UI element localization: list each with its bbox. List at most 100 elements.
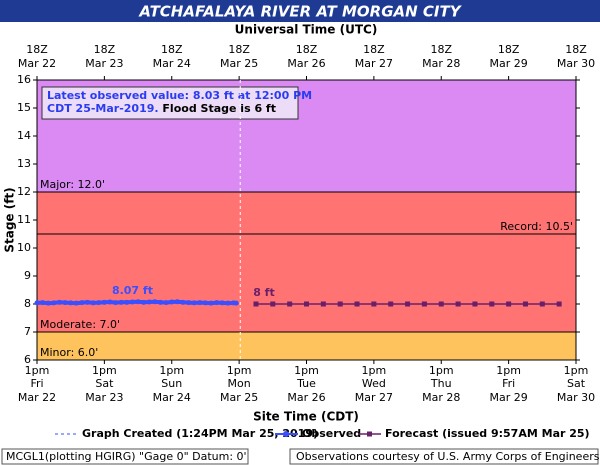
observed-point: [208, 300, 214, 306]
observed-point: [85, 299, 91, 305]
x-tick-day: Fri: [30, 377, 43, 390]
observed-point: [225, 300, 231, 306]
x-tick-label: 1pm: [429, 364, 454, 377]
forecast-point: [472, 301, 478, 307]
flood-band: [37, 192, 576, 332]
observed-point: [101, 299, 107, 305]
y-tick-label: 10: [17, 241, 31, 254]
y-tick-label: 6: [24, 353, 31, 366]
observed-point: [202, 300, 208, 306]
forecast-point: [506, 301, 512, 307]
x-tick-day: Mon: [228, 377, 251, 390]
observed-point: [51, 300, 57, 306]
top-x-tick-label: 18Z: [565, 43, 587, 56]
forecast-point: [337, 301, 343, 307]
forecast-point: [304, 301, 309, 307]
observed-point: [90, 300, 96, 306]
info-line: Latest observed value: 8.03 ft at 12:00 …: [47, 89, 312, 102]
value-label: 8.07 ft: [112, 284, 153, 297]
forecast-point: [405, 301, 411, 307]
observed-point: [214, 300, 220, 306]
x-tick-label: 1pm: [227, 364, 252, 377]
observed-point: [186, 300, 192, 306]
value-label: 8 ft: [253, 286, 275, 299]
forecast-point: [489, 301, 495, 307]
forecast-point: [539, 301, 545, 307]
x-tick-label: 1pm: [564, 364, 589, 377]
footer-right: Observations courtesy of U.S. Army Corps…: [296, 450, 600, 463]
legend-observed-symbol: [283, 431, 289, 437]
x-tick-date: Mar 26: [287, 391, 325, 404]
observed-point: [96, 300, 102, 306]
flood-label: Major: 12.0': [40, 178, 105, 191]
y-tick-label: 15: [17, 101, 31, 114]
info-line: CDT 25-Mar-2019. Flood Stage is 6 ft: [47, 102, 276, 115]
observed-point: [113, 300, 119, 306]
observed-point: [118, 299, 124, 305]
x-tick-date: Mar 22: [18, 391, 56, 404]
forecast-point: [455, 301, 461, 307]
observed-point: [124, 299, 130, 305]
title-bar: [0, 0, 600, 22]
forecast-point: [354, 301, 360, 307]
observed-point: [233, 300, 239, 306]
observed-point: [79, 300, 85, 306]
forecast-point: [320, 301, 326, 307]
legend-forecast: Forecast (issued 9:57AM Mar 25): [385, 427, 590, 440]
observed-point: [180, 299, 186, 305]
x-tick-label: 1pm: [159, 364, 184, 377]
flood-label: Moderate: 7.0': [40, 318, 120, 331]
y-tick-label: 11: [17, 213, 31, 226]
observed-point: [107, 299, 113, 305]
footer-box: [1, 448, 249, 465]
x-tick-label: 1pm: [25, 364, 50, 377]
top-x-tick-label: 18Z: [161, 43, 183, 56]
top-x-tick-date: Mar 25: [220, 57, 258, 70]
observed-point: [62, 300, 68, 306]
top-x-tick-label: 18Z: [430, 43, 452, 56]
forecast-point: [522, 301, 528, 307]
top-x-tick-label: 18Z: [228, 43, 250, 56]
forecast-point: [371, 301, 377, 307]
observed-point: [152, 299, 158, 305]
y-tick-label: 14: [17, 129, 31, 142]
observed-point: [169, 299, 175, 305]
info-text: Flood Stage is 6 ft: [162, 102, 276, 115]
top-x-tick-label: 18Z: [498, 43, 520, 56]
forecast-point: [253, 301, 259, 307]
top-x-tick-date: Mar 30: [557, 57, 595, 70]
observed-point: [135, 299, 141, 305]
top-axis-title: Universal Time (UTC): [235, 23, 378, 37]
top-x-tick-label: 18Z: [94, 43, 116, 56]
y-axis-title: Stage (ft): [3, 187, 17, 252]
x-axis-title: Site Time (CDT): [253, 410, 359, 424]
footer-left: MCGL1(plotting HGIRG) "Gage 0" Datum: 0': [6, 450, 247, 463]
x-tick-label: 1pm: [362, 364, 387, 377]
legend-observed: Observed: [302, 427, 361, 440]
x-tick-day: Thu: [430, 377, 452, 390]
observed-point: [146, 299, 152, 305]
observed-point: [56, 299, 62, 305]
x-tick-label: 1pm: [496, 364, 521, 377]
footer-box: [289, 448, 599, 465]
observed-point: [40, 300, 46, 306]
observed-point: [45, 300, 51, 306]
x-tick-label: 1pm: [92, 364, 117, 377]
x-tick-day: Sun: [161, 377, 182, 390]
y-tick-label: 16: [17, 73, 31, 86]
x-tick-date: Mar 25: [220, 391, 258, 404]
y-tick-label: 9: [24, 269, 31, 282]
observed-point: [197, 300, 203, 306]
info-text: CDT 25-Mar-2019.: [47, 102, 159, 115]
observed-point: [129, 299, 135, 305]
x-tick-date: Mar 30: [557, 391, 595, 404]
observed-point: [158, 299, 164, 305]
observed-point: [141, 299, 147, 305]
forecast-point: [421, 301, 427, 307]
x-tick-date: Mar 28: [422, 391, 460, 404]
top-x-tick-label: 18Z: [296, 43, 318, 56]
x-tick-label: 1pm: [294, 364, 319, 377]
flood-label: Record: 10.5': [500, 220, 573, 233]
chart-title: ATCHAFALAYA RIVER AT MORGAN CITY: [138, 3, 462, 21]
